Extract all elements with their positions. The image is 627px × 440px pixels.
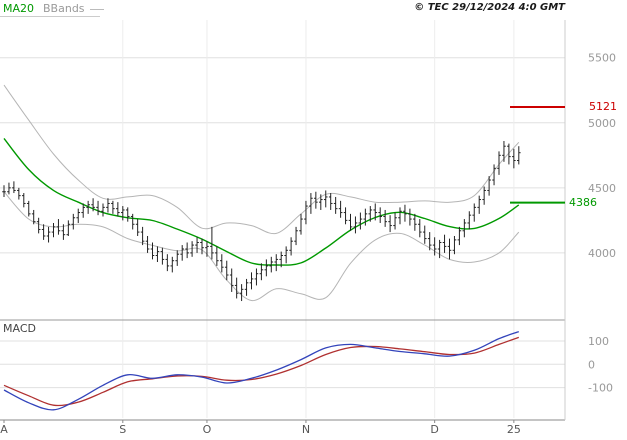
month-label: 25	[507, 423, 521, 436]
signal-line	[3, 336, 520, 407]
ma20-line	[3, 137, 520, 266]
price-tick-label: 5500	[588, 52, 616, 65]
candles	[2, 141, 521, 302]
legend-ma20-label: MA20	[3, 2, 35, 15]
legend-bbands-label: BBands	[43, 2, 85, 15]
month-label: S	[119, 423, 126, 436]
price-tick-label: 4500	[588, 182, 616, 195]
month-label: A	[0, 423, 8, 436]
bollinger-upper-line	[3, 84, 520, 235]
month-label: O	[203, 423, 212, 436]
month-label: D	[430, 423, 438, 436]
resistance-level-label: 5121	[589, 100, 617, 113]
month-label: N	[302, 423, 310, 436]
bollinger-lower-line	[3, 191, 520, 302]
support-level-label: 4386	[569, 196, 597, 209]
price-tick-label: 4000	[588, 247, 616, 260]
bbands-line-sample	[89, 8, 104, 10]
price-tick-label: 5000	[588, 117, 616, 130]
macd-pane-title: MACD	[3, 322, 36, 335]
macd-tick-label: 0	[588, 358, 595, 371]
copyright-text: © TEC 29/12/2024 4:0 GMT	[414, 2, 565, 13]
macd-tick-label: -100	[588, 382, 613, 395]
legend: MA20 BBands	[3, 2, 104, 15]
macd-tick-label: 100	[588, 335, 609, 348]
macd-line	[3, 330, 520, 411]
